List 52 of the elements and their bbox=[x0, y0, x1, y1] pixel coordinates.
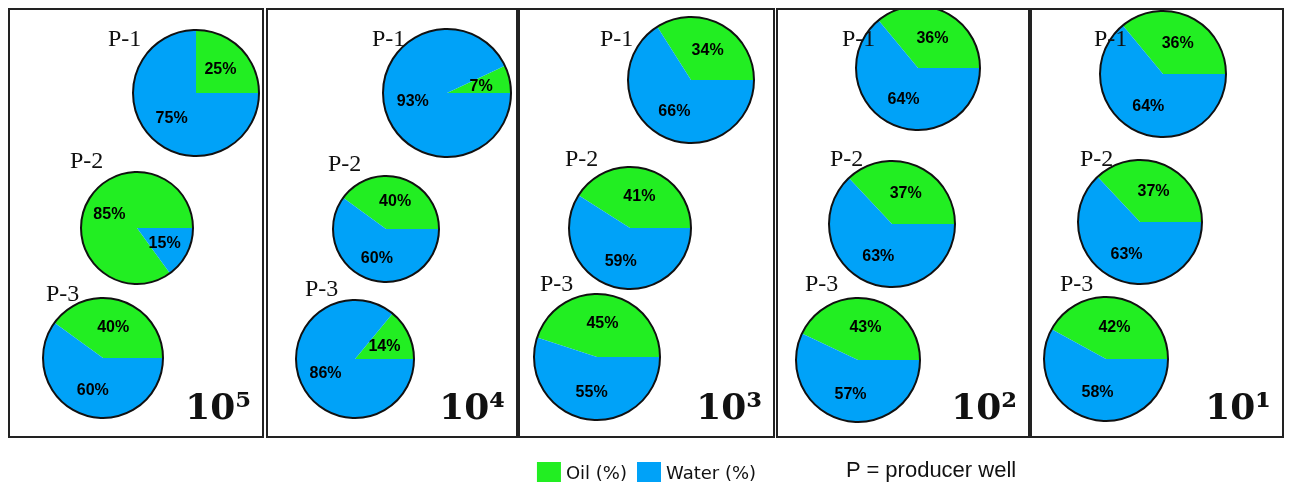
data-label: 85% bbox=[93, 205, 126, 223]
data-label: 42% bbox=[1098, 317, 1131, 335]
text: P = producer well bbox=[846, 456, 1017, 482]
slice-label: P-2 bbox=[70, 147, 104, 173]
legend-label: Oil (%) bbox=[565, 461, 627, 483]
data-label: 37% bbox=[889, 183, 922, 201]
data-label: 7% bbox=[469, 76, 493, 94]
data-label: 43% bbox=[849, 318, 882, 336]
slice-label: P-1 bbox=[108, 25, 142, 51]
data-label: 25% bbox=[204, 60, 237, 78]
data-label: 64% bbox=[887, 90, 920, 108]
data-label: 75% bbox=[155, 108, 188, 126]
data-label: 36% bbox=[1161, 34, 1194, 52]
data-label: 37% bbox=[1137, 182, 1170, 200]
data-label: 64% bbox=[1132, 96, 1165, 114]
data-label: 63% bbox=[862, 247, 895, 265]
slice-label: P-1 bbox=[1094, 25, 1128, 51]
slice-label: P-3 bbox=[540, 270, 574, 296]
legend-label: Water (%) bbox=[665, 461, 757, 483]
text: 10⁵ bbox=[185, 385, 252, 427]
slice-label: P-3 bbox=[305, 275, 339, 301]
data-label: 40% bbox=[379, 192, 412, 210]
data-label: 86% bbox=[309, 364, 342, 382]
data-label: 41% bbox=[623, 187, 656, 205]
slice-label: P-3 bbox=[46, 280, 80, 306]
data-label: 59% bbox=[604, 251, 637, 269]
data-label: 60% bbox=[76, 380, 109, 398]
data-label: 45% bbox=[586, 314, 619, 332]
text: 10¹ bbox=[1205, 385, 1272, 427]
slice-label: P-3 bbox=[1060, 270, 1094, 296]
data-label: 40% bbox=[97, 318, 130, 336]
data-label: 15% bbox=[148, 233, 181, 251]
data-label: 58% bbox=[1081, 383, 1114, 401]
data-label: 36% bbox=[916, 28, 949, 46]
slice-label: P-2 bbox=[830, 145, 864, 171]
data-label: 14% bbox=[368, 336, 401, 354]
slice-label: P-2 bbox=[328, 150, 362, 176]
data-label: 34% bbox=[691, 41, 724, 59]
text: 10³ bbox=[696, 385, 763, 427]
data-label: 55% bbox=[575, 382, 608, 400]
data-label: 66% bbox=[658, 101, 691, 119]
slice-label: P-2 bbox=[565, 145, 599, 171]
data-label: 63% bbox=[1110, 244, 1143, 262]
slice-label: P-1 bbox=[372, 25, 406, 51]
text: 10⁴ bbox=[439, 385, 506, 427]
slice-label: P-3 bbox=[805, 270, 839, 296]
data-label: 60% bbox=[360, 248, 393, 266]
data-label: 93% bbox=[396, 92, 429, 110]
slice-label: P-1 bbox=[600, 25, 634, 51]
slice-label: P-2 bbox=[1080, 145, 1114, 171]
text: 10² bbox=[951, 385, 1018, 427]
data-label: 57% bbox=[834, 384, 867, 402]
